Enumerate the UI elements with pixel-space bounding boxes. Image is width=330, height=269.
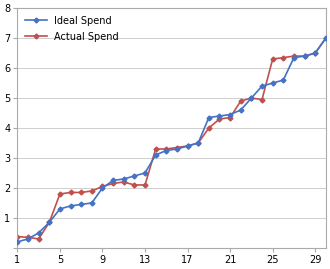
Actual Spend bbox=[100, 185, 104, 188]
Actual Spend bbox=[185, 144, 189, 148]
Ideal Spend bbox=[111, 179, 115, 182]
Ideal Spend bbox=[175, 147, 179, 151]
Actual Spend bbox=[303, 55, 307, 58]
Actual Spend bbox=[239, 100, 243, 103]
Ideal Spend bbox=[69, 204, 73, 208]
Ideal Spend bbox=[100, 186, 104, 190]
Ideal Spend bbox=[239, 108, 243, 112]
Ideal Spend bbox=[281, 79, 285, 82]
Ideal Spend bbox=[58, 207, 62, 211]
Actual Spend bbox=[164, 147, 168, 151]
Ideal Spend bbox=[260, 84, 264, 88]
Actual Spend bbox=[16, 235, 19, 238]
Ideal Spend bbox=[47, 221, 51, 224]
Actual Spend bbox=[79, 191, 83, 194]
Ideal Spend bbox=[324, 37, 328, 40]
Actual Spend bbox=[37, 237, 41, 240]
Ideal Spend bbox=[271, 82, 275, 85]
Ideal Spend bbox=[26, 237, 30, 240]
Ideal Spend bbox=[164, 149, 168, 152]
Ideal Spend bbox=[217, 114, 221, 118]
Ideal Spend bbox=[196, 141, 200, 145]
Ideal Spend bbox=[185, 144, 189, 148]
Actual Spend bbox=[58, 192, 62, 196]
Actual Spend bbox=[111, 182, 115, 185]
Ideal Spend bbox=[143, 171, 147, 175]
Ideal Spend bbox=[122, 177, 126, 180]
Actual Spend bbox=[249, 97, 253, 100]
Ideal Spend bbox=[90, 201, 94, 204]
Actual Spend bbox=[217, 118, 221, 121]
Actual Spend bbox=[154, 147, 158, 151]
Ideal Spend bbox=[228, 113, 232, 116]
Actual Spend bbox=[313, 51, 317, 55]
Actual Spend bbox=[26, 236, 30, 239]
Ideal Spend bbox=[154, 153, 158, 157]
Ideal Spend bbox=[132, 174, 136, 178]
Ideal Spend bbox=[313, 51, 317, 55]
Actual Spend bbox=[228, 116, 232, 119]
Ideal Spend bbox=[207, 116, 211, 119]
Actual Spend bbox=[175, 146, 179, 149]
Ideal Spend bbox=[79, 203, 83, 206]
Actual Spend bbox=[207, 126, 211, 130]
Line: Actual Spend: Actual Spend bbox=[16, 22, 330, 241]
Actual Spend bbox=[143, 183, 147, 187]
Actual Spend bbox=[90, 189, 94, 193]
Actual Spend bbox=[47, 221, 51, 224]
Ideal Spend bbox=[292, 56, 296, 59]
Actual Spend bbox=[281, 56, 285, 59]
Legend: Ideal Spend, Actual Spend: Ideal Spend, Actual Spend bbox=[21, 12, 123, 46]
Actual Spend bbox=[271, 58, 275, 61]
Ideal Spend bbox=[249, 97, 253, 100]
Actual Spend bbox=[132, 183, 136, 187]
Actual Spend bbox=[324, 37, 328, 40]
Actual Spend bbox=[260, 98, 264, 101]
Actual Spend bbox=[122, 180, 126, 183]
Actual Spend bbox=[69, 191, 73, 194]
Ideal Spend bbox=[303, 55, 307, 58]
Line: Ideal Spend: Ideal Spend bbox=[16, 22, 330, 244]
Actual Spend bbox=[292, 55, 296, 58]
Ideal Spend bbox=[37, 231, 41, 235]
Ideal Spend bbox=[16, 240, 19, 243]
Actual Spend bbox=[196, 141, 200, 145]
